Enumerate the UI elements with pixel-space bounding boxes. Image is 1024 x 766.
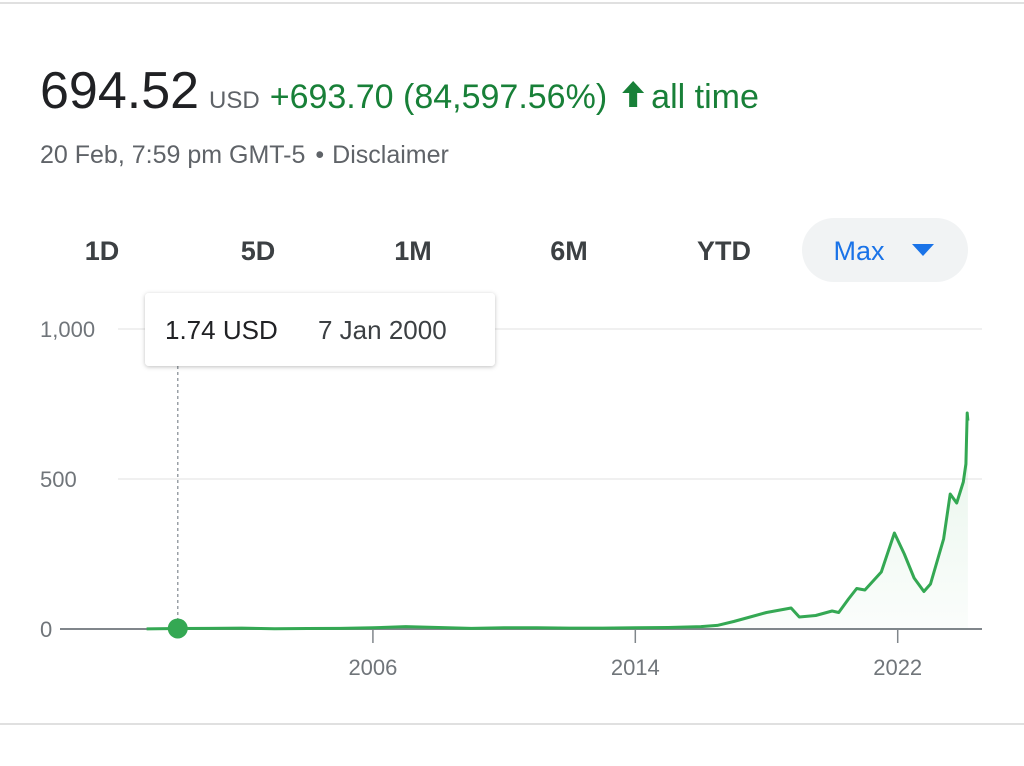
dropdown-icon[interactable]	[912, 244, 934, 256]
tooltip-box	[145, 293, 495, 366]
price: 694.52	[40, 62, 199, 120]
disclaimer-link[interactable]: Disclaimer	[332, 141, 449, 169]
x-tick-label: 2006	[348, 655, 397, 680]
range-selected-pill[interactable]	[802, 218, 968, 282]
x-tick-label: 2022	[873, 655, 922, 680]
y-tick-label: 0	[40, 617, 52, 642]
range-button[interactable]: 1D	[85, 236, 120, 266]
separator: •	[315, 141, 324, 169]
period: all time	[651, 78, 759, 116]
range-button[interactable]: YTD	[697, 236, 751, 266]
timestamp: 20 Feb, 7:59 pm GMT-5	[40, 141, 305, 169]
tooltip-date: 7 Jan 2000	[318, 315, 447, 345]
up-arrow-icon	[622, 81, 645, 107]
change: +693.70 (84,597.56%)	[270, 78, 607, 116]
y-tick-label: 500	[40, 467, 77, 492]
area	[146, 413, 968, 629]
currency: USD	[209, 87, 260, 114]
price-line	[146, 411, 970, 631]
range-button[interactable]: 1M	[394, 236, 432, 266]
hover-point	[167, 618, 188, 639]
y-tick-label: 1,000	[40, 317, 95, 342]
range-button[interactable]: 6M	[550, 236, 588, 266]
tooltip-value: 1.74 USD	[165, 315, 278, 345]
range-button[interactable]: 5D	[241, 236, 276, 266]
range-button[interactable]: Max	[833, 236, 885, 266]
x-tick-label: 2014	[611, 655, 660, 680]
